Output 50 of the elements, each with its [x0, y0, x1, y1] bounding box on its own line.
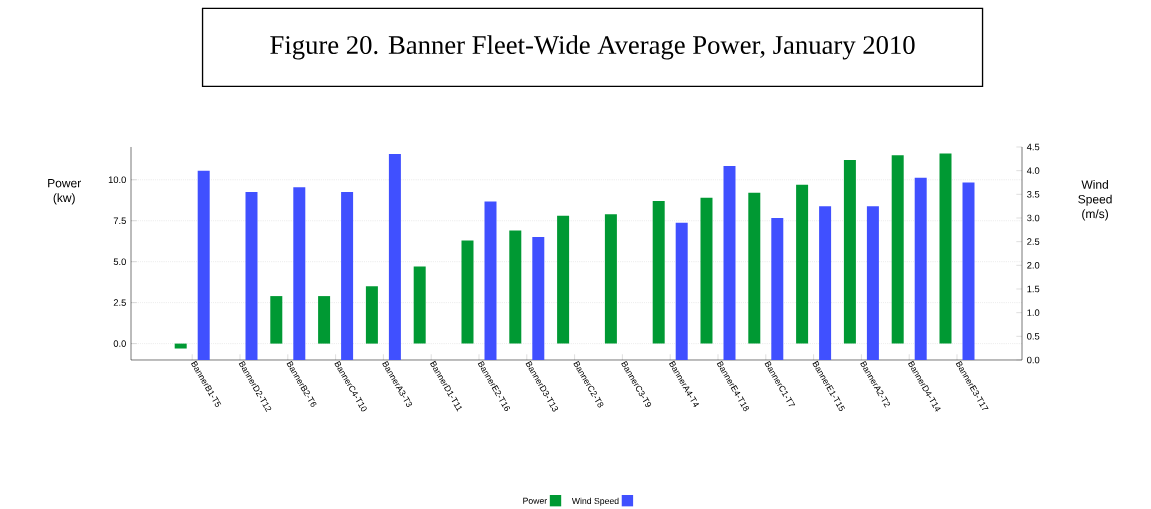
- bar: [914, 177, 927, 360]
- y-tick-label: 7.5: [113, 217, 126, 224]
- bar: [748, 192, 761, 344]
- bar: [341, 191, 354, 360]
- bar: [461, 240, 474, 344]
- legend-label: Power: [523, 497, 547, 504]
- bar: [723, 165, 736, 360]
- bar: [771, 217, 784, 360]
- bar: [388, 154, 401, 360]
- y-tick-label: 10.0: [108, 176, 126, 184]
- bar: [245, 191, 258, 360]
- bar: [819, 206, 832, 360]
- bar: [197, 170, 210, 360]
- bar: [891, 155, 904, 344]
- bar: [700, 197, 713, 344]
- y2-tick-label: 4.5: [1026, 143, 1040, 151]
- y2-tick-label: 2.5: [1027, 238, 1040, 245]
- bar: [270, 296, 283, 344]
- y2-tick-label: 3.5: [1027, 191, 1040, 198]
- y-tick-label: 5.0: [113, 258, 126, 265]
- legend-label: Wind Speed: [571, 497, 619, 506]
- y-tick-label: 2.5: [113, 299, 126, 306]
- bar: [557, 215, 570, 344]
- bar: [365, 286, 378, 344]
- y2-tick-label: 1.5: [1027, 285, 1040, 293]
- bar: [962, 182, 975, 360]
- bar: [604, 214, 617, 344]
- bar: [509, 230, 522, 344]
- bar: [413, 266, 426, 344]
- y2-tick-label: 0.5: [1027, 333, 1040, 340]
- bar: [866, 206, 879, 360]
- y2-tick-label: 0.0: [1027, 356, 1040, 364]
- bar: [675, 222, 688, 360]
- bar: [293, 187, 306, 360]
- bar: [484, 201, 497, 360]
- y-tick-label: 0.0: [113, 340, 126, 347]
- y2-tick-label: 4.0: [1026, 167, 1040, 174]
- y2-tick-label: 1.0: [1027, 309, 1040, 316]
- bar: [532, 236, 545, 360]
- bar: [843, 160, 856, 344]
- bar: [939, 153, 952, 344]
- y2-tick-label: 2.0: [1027, 262, 1040, 269]
- y-axis-title: Power (kw): [48, 179, 81, 205]
- bar: [318, 296, 331, 344]
- chart-title: Figure 20. Banner Fleet-Wide Average Power, January 2010: [270, 35, 915, 60]
- bar: [652, 201, 665, 344]
- bar: [174, 343, 187, 349]
- y2-axis-title: Wind Speed (m/s): [1078, 179, 1112, 221]
- bar: [796, 184, 809, 344]
- y2-tick-label: 3.0: [1027, 214, 1040, 222]
